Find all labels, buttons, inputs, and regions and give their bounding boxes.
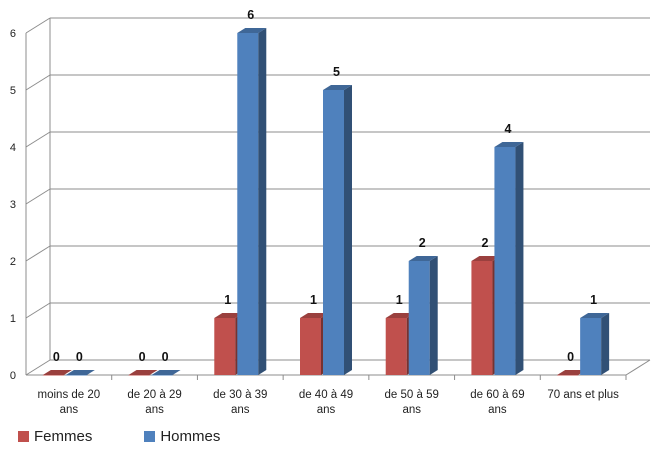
bar-side-hommes-6 [601, 313, 610, 375]
bar-front-hommes-0 [65, 375, 87, 376]
legend-swatch-hommes [144, 431, 156, 442]
data-label-hommes-6: 1 [590, 293, 597, 307]
data-label-femmes-0: 0 [53, 350, 60, 364]
bar-side-hommes-2 [258, 28, 267, 375]
bar-top-femmes-1 [128, 370, 158, 375]
x-tick-label-3-1: ans [317, 404, 336, 416]
data-label-hommes-5: 4 [504, 122, 511, 136]
gridline-depth-2 [25, 245, 51, 262]
x-tick-label-4-0: de 50 à 59 [385, 389, 439, 401]
bar-front-hommes-4 [408, 261, 430, 375]
data-label-hommes-2: 6 [247, 8, 254, 22]
floor-right-edge [625, 359, 651, 376]
x-tick-label-3-0: de 40 à 49 [299, 389, 353, 401]
bar-side-hommes-4 [429, 256, 438, 375]
y-tick-label-6: 6 [10, 28, 16, 40]
bar-top-hommes-0 [65, 370, 95, 375]
bar-top-hommes-6 [580, 313, 610, 318]
bar-front-hommes-1 [151, 375, 173, 376]
bar-top-hommes-4 [408, 256, 438, 261]
x-tick-label-1-0: de 20 à 29 [127, 389, 181, 401]
bar-front-femmes-5 [471, 261, 493, 375]
y-tick-label-0: 0 [10, 370, 16, 382]
legend-swatch-femmes [18, 431, 29, 442]
bar-chart-canvas: 0 1 2 3 4 5 6 moins de 20 ans 0 0 de 20 à 29 ans 0 0 de… [10, 8, 651, 416]
bar-top-femmes-6 [557, 370, 587, 375]
data-label-femmes-5: 2 [481, 236, 488, 250]
bar-top-femmes-2 [214, 313, 244, 318]
gridline-depth-1 [25, 302, 51, 319]
data-label-femmes-2: 1 [224, 293, 231, 307]
bar-top-femmes-5 [471, 256, 501, 261]
bar-top-femmes-0 [42, 370, 72, 375]
x-tick-label-5-0: de 60 à 69 [470, 389, 524, 401]
bar-front-hommes-6 [580, 318, 602, 375]
data-label-hommes-4: 2 [419, 236, 426, 250]
bar-front-femmes-4 [385, 318, 407, 375]
bar-front-hommes-3 [323, 90, 344, 375]
x-tick-label-4-1: ans [402, 404, 421, 416]
bar-front-hommes-2 [237, 33, 259, 375]
x-tick-label-2-1: ans [231, 404, 250, 416]
gridline-depth-6 [25, 17, 51, 34]
bar-front-femmes-6 [557, 375, 579, 376]
y-tick-label-5: 5 [10, 85, 16, 97]
gridline-depth-0 [25, 359, 51, 376]
data-label-femmes-3: 1 [310, 293, 317, 307]
bar-front-femmes-0 [42, 375, 64, 376]
x-tick-label-5-1: ans [488, 404, 507, 416]
x-tick-label-0-0: moins de 20 [38, 389, 101, 401]
x-tick-label-0-1: ans [60, 404, 79, 416]
bar-front-femmes-1 [128, 375, 150, 376]
x-tick-label-1-1: ans [145, 404, 164, 416]
legend-item-femmes: Femmes [18, 428, 92, 445]
x-tick-label-2-0: de 30 à 39 [213, 389, 267, 401]
data-label-femmes-6: 0 [567, 350, 574, 364]
data-label-femmes-1: 0 [139, 350, 146, 364]
gridline-depth-4 [25, 131, 51, 148]
y-tick-label-2: 2 [10, 256, 16, 268]
bar-top-hommes-3 [323, 85, 352, 90]
bar-front-femmes-3 [300, 318, 321, 375]
data-label-hommes-3: 5 [333, 65, 340, 79]
bar-front-femmes-2 [214, 318, 236, 375]
legend-label-femmes: Femmes [34, 428, 93, 445]
data-label-hommes-0: 0 [76, 350, 83, 364]
bar-top-femmes-4 [385, 313, 415, 318]
legend-label-hommes: Hommes [160, 428, 221, 445]
bar-top-hommes-1 [151, 370, 181, 375]
data-label-femmes-4: 1 [396, 293, 403, 307]
x-tick-label-6-0: 70 ans et plus [547, 389, 619, 401]
legend: Femmes Hommes [18, 428, 272, 445]
legend-item-hommes: Hommes [144, 428, 220, 445]
y-tick-label-3: 3 [10, 199, 16, 211]
y-tick-label-1: 1 [10, 313, 16, 325]
data-label-hommes-1: 0 [162, 350, 169, 364]
bar-top-hommes-2 [237, 28, 267, 33]
y-tick-label-4: 4 [10, 142, 16, 154]
bar-side-hommes-3 [344, 85, 352, 375]
bar-front-hommes-5 [494, 147, 516, 375]
bar-top-femmes-3 [300, 313, 329, 318]
bar-top-hommes-5 [494, 142, 524, 147]
bar-side-hommes-5 [515, 142, 524, 375]
gridline-depth-5 [25, 74, 51, 91]
gridline-depth-3 [25, 188, 51, 205]
